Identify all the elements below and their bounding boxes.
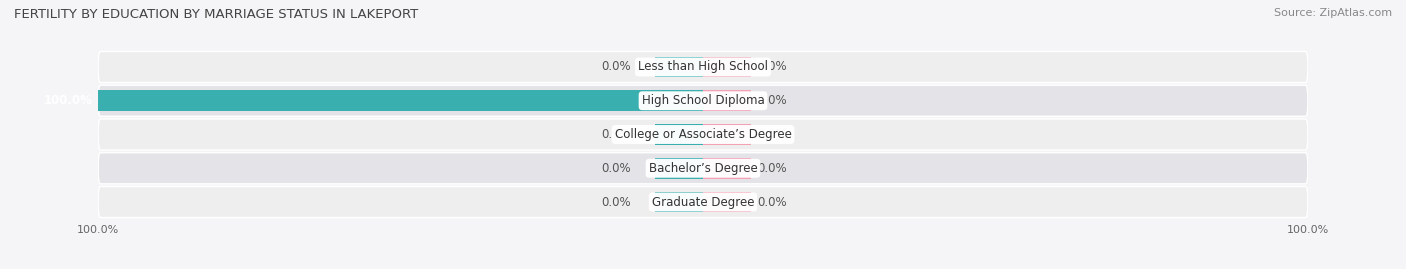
FancyBboxPatch shape — [98, 153, 1308, 184]
Bar — [703, 90, 751, 111]
Bar — [703, 124, 751, 145]
Text: 0.0%: 0.0% — [600, 162, 630, 175]
Text: 100.0%: 100.0% — [44, 94, 93, 107]
Text: High School Diploma: High School Diploma — [641, 94, 765, 107]
Text: 0.0%: 0.0% — [600, 128, 630, 141]
Bar — [655, 158, 703, 179]
Text: Less than High School: Less than High School — [638, 61, 768, 73]
FancyBboxPatch shape — [98, 85, 1308, 116]
Text: 0.0%: 0.0% — [758, 61, 787, 73]
FancyBboxPatch shape — [98, 186, 1308, 218]
Bar — [703, 56, 751, 77]
Text: 0.0%: 0.0% — [600, 61, 630, 73]
Text: FERTILITY BY EDUCATION BY MARRIAGE STATUS IN LAKEPORT: FERTILITY BY EDUCATION BY MARRIAGE STATU… — [14, 8, 419, 21]
Bar — [655, 124, 703, 145]
Text: College or Associate’s Degree: College or Associate’s Degree — [614, 128, 792, 141]
Bar — [98, 90, 703, 111]
Bar — [703, 192, 751, 213]
Text: 0.0%: 0.0% — [758, 196, 787, 208]
FancyBboxPatch shape — [98, 119, 1308, 150]
Text: 0.0%: 0.0% — [758, 162, 787, 175]
Bar — [655, 56, 703, 77]
Text: 0.0%: 0.0% — [758, 128, 787, 141]
Text: Graduate Degree: Graduate Degree — [652, 196, 754, 208]
FancyBboxPatch shape — [98, 51, 1308, 83]
Bar — [655, 192, 703, 213]
Text: 0.0%: 0.0% — [758, 94, 787, 107]
Bar — [703, 158, 751, 179]
Text: 0.0%: 0.0% — [600, 196, 630, 208]
Text: Bachelor’s Degree: Bachelor’s Degree — [648, 162, 758, 175]
Text: Source: ZipAtlas.com: Source: ZipAtlas.com — [1274, 8, 1392, 18]
